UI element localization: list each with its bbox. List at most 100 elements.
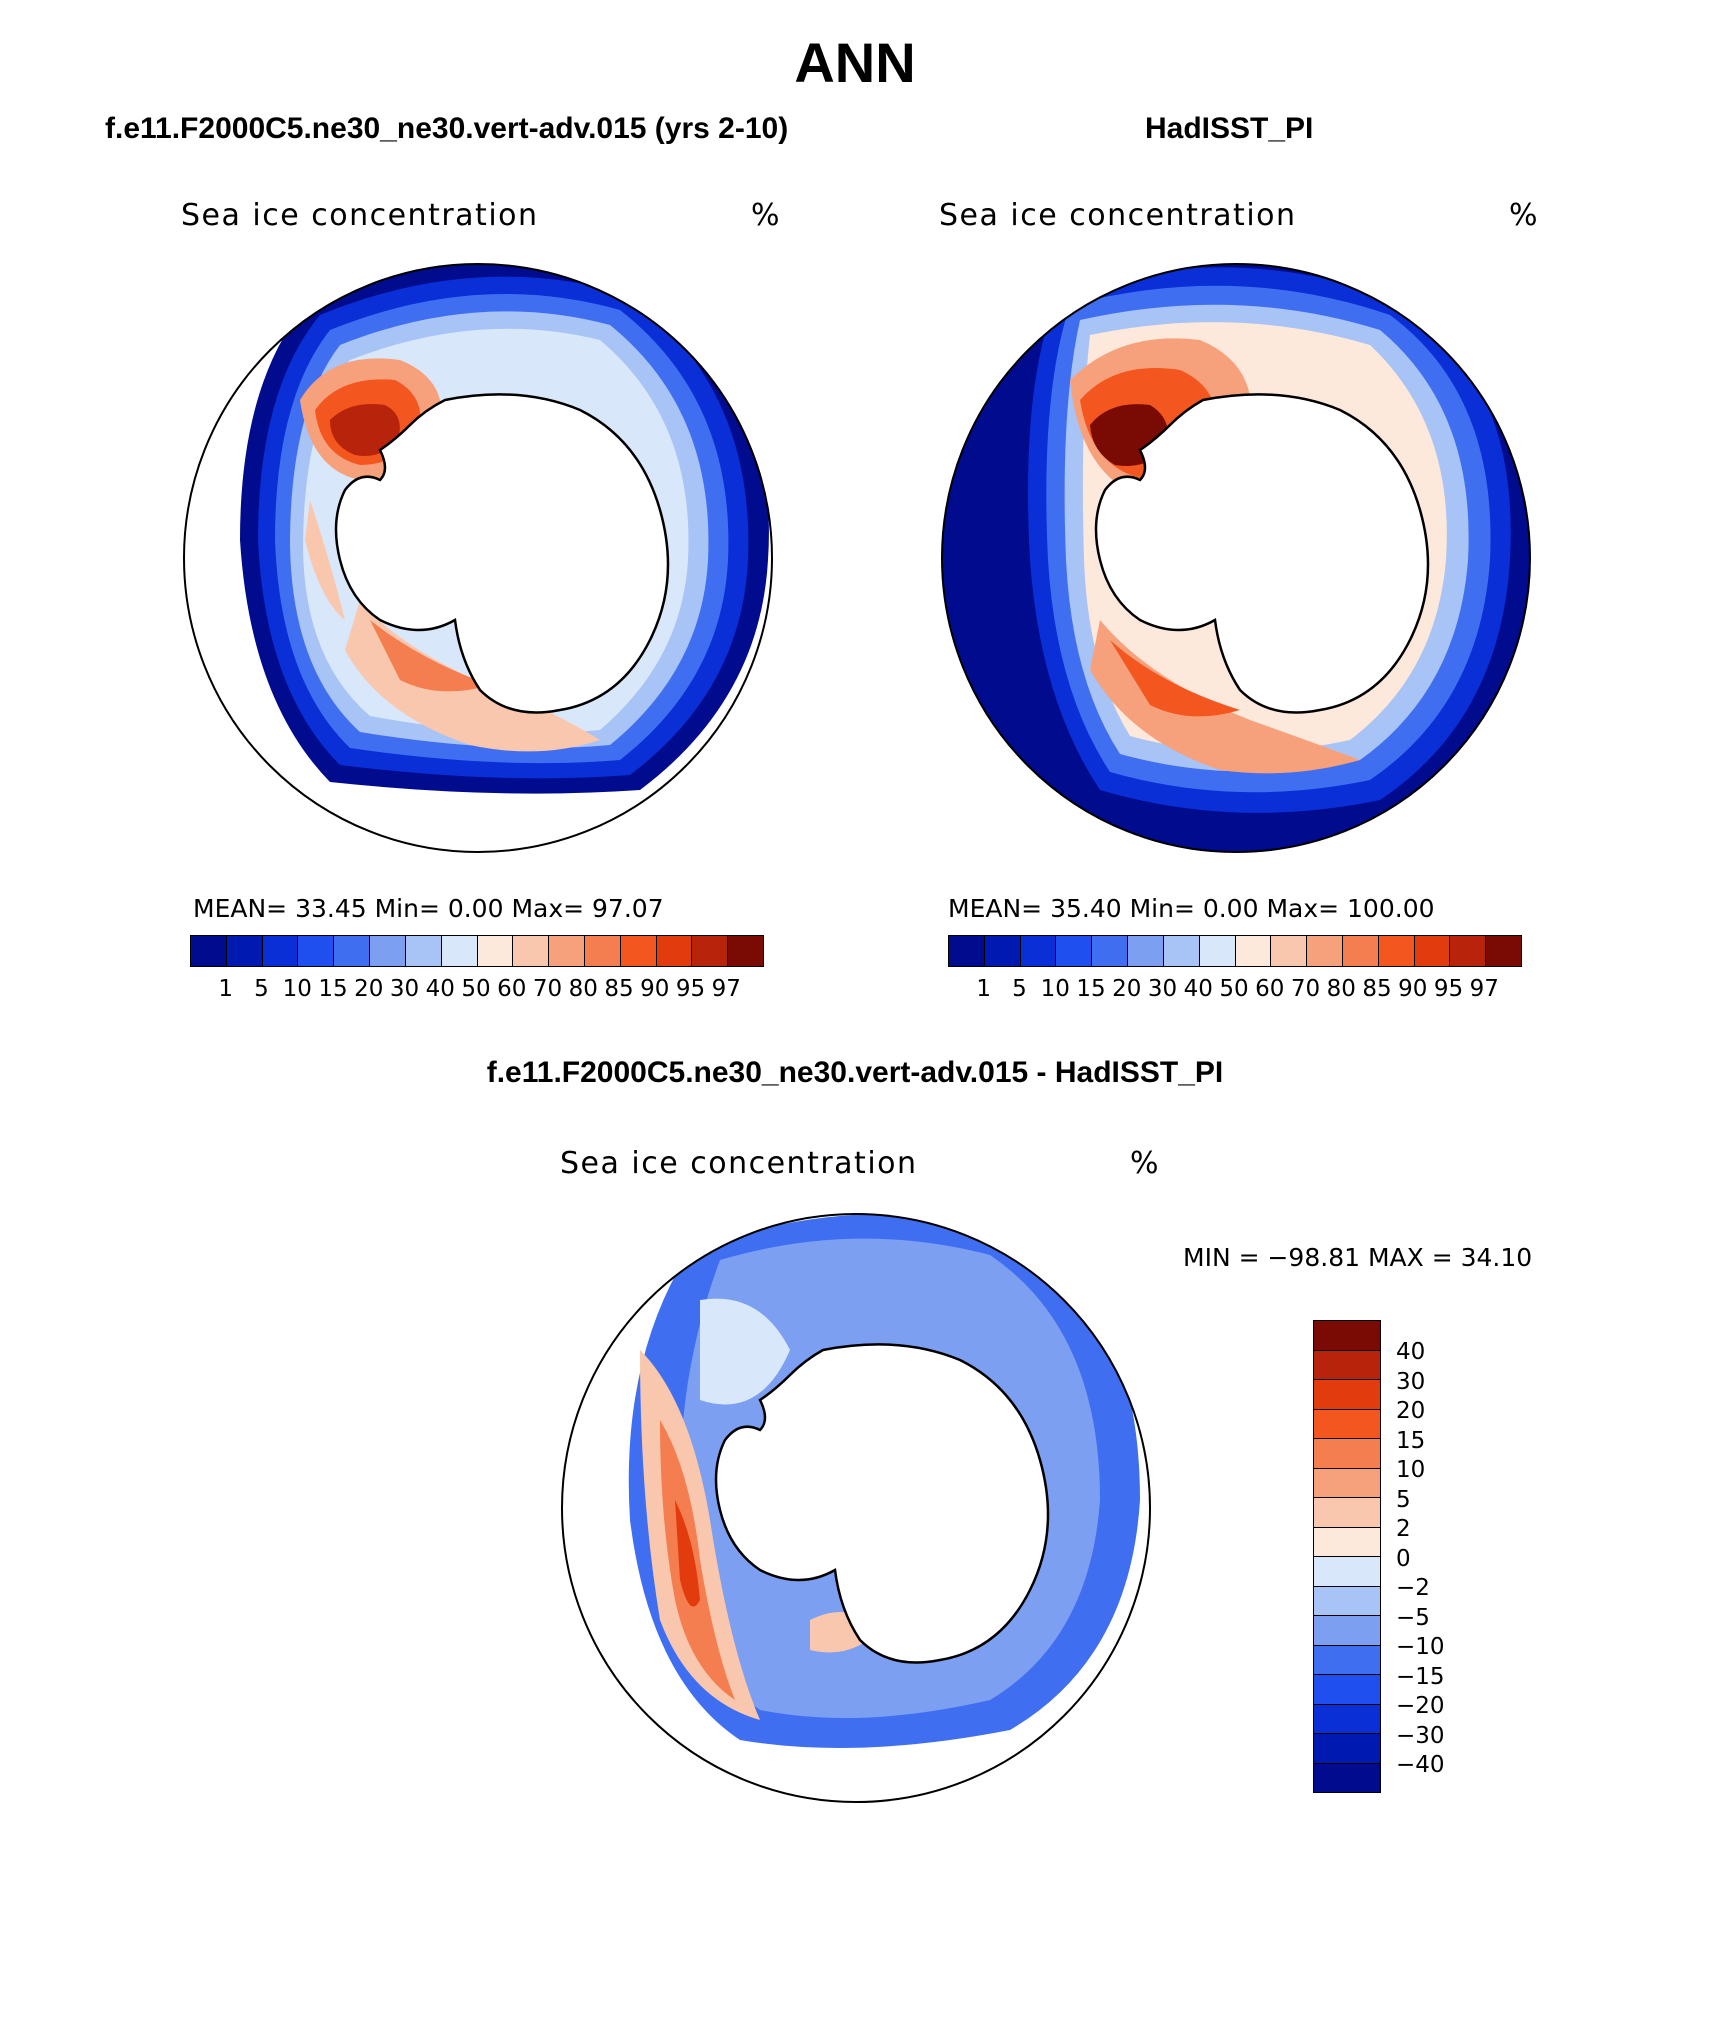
obs-colorbar-tick-6: 40	[1183, 976, 1213, 1002]
model-colorbar-swatch-7	[441, 936, 478, 966]
obs-unit: %	[1509, 198, 1538, 233]
diff-colorbar-tick-12: −20	[1396, 1693, 1445, 1719]
model-colorbar-tick-6: 40	[425, 976, 455, 1002]
model-colorbar-swatch-2	[262, 936, 299, 966]
model-colorbar-tick-9: 70	[532, 976, 563, 1002]
model-colorbar-swatch-9	[513, 936, 550, 966]
obs-colorbar-swatch-7	[1199, 936, 1236, 966]
model-colorbar-swatch-1	[226, 936, 263, 966]
model-colorbar-swatch-5	[370, 936, 406, 966]
model-colorbar-ticks: 1 5 10 15 20 30 40 50 60 70 80 85 90 95 97	[190, 976, 762, 1002]
obs-map-border	[941, 263, 1531, 853]
model-colorbar-swatch-10	[549, 936, 585, 966]
obs-colorbar-tick-1: 5	[1012, 976, 1027, 1002]
obs-colorbar-tick-10: 80	[1326, 976, 1356, 1002]
model-colorbar-tick-7: 50	[461, 976, 491, 1002]
diff-colorbar-swatch-15	[1314, 1763, 1380, 1792]
obs-colorbar-swatch-12	[1378, 936, 1415, 966]
model-colorbar-tick-12: 90	[640, 976, 670, 1002]
model-colorbar-swatch-4	[334, 936, 371, 966]
obs-colorbar-swatch-1	[984, 936, 1021, 966]
diff-colorbar-tick-9: −5	[1396, 1604, 1430, 1631]
model-colorbar-swatch-3	[298, 936, 335, 966]
model-colorbar-tick-8: 60	[497, 976, 527, 1002]
model-colorbar-tick-0: 1	[218, 976, 234, 1002]
model-colorbar-tick-4: 20	[354, 976, 384, 1002]
model-map-border	[183, 263, 773, 853]
obs-colorbar-tick-9: 70	[1290, 976, 1321, 1002]
diff-colorbar-tick-14: −40	[1396, 1752, 1445, 1778]
model-colorbar-swatch-13	[656, 936, 693, 966]
obs-colorbar-swatch-2	[1020, 936, 1057, 966]
model-colorbar-tick-5: 30	[389, 976, 420, 1002]
diff-colorbar-swatch-6	[1314, 1498, 1380, 1528]
diff-colorbar-tick-6: 2	[1396, 1516, 1411, 1542]
model-subtitle: f.e11.F2000C5.ne30_ne30.vert-adv.015 (yr…	[105, 112, 789, 145]
diff-colorbar-tick-1: 30	[1396, 1368, 1426, 1395]
model-colorbar-swatch-6	[405, 936, 442, 966]
diff-colorbar-tick-13: −30	[1396, 1722, 1445, 1749]
obs-colorbar-swatch-9	[1271, 936, 1308, 966]
obs-subtitle: HadISST_PI	[1145, 112, 1314, 145]
model-colorbar-tick-13: 95	[675, 976, 706, 1002]
diff-colorbar-swatch-3	[1314, 1409, 1380, 1439]
obs-panel-label: Sea ice concentration	[939, 198, 1297, 233]
obs-colorbar-tick-2: 10	[1040, 976, 1070, 1002]
diff-colorbar-tick-11: −15	[1396, 1663, 1445, 1690]
obs-colorbar-swatch-8	[1235, 936, 1272, 966]
obs-colorbar-tick-7: 50	[1219, 976, 1249, 1002]
obs-colorbar-swatch-10	[1307, 936, 1343, 966]
model-unit: %	[751, 198, 780, 233]
diff-sea-ice-map	[562, 1214, 1150, 1802]
model-colorbar-tick-3: 15	[318, 976, 348, 1002]
diff-colorbar-swatch-12	[1314, 1675, 1380, 1705]
obs-colorbar-swatch-5	[1128, 936, 1164, 966]
model-colorbar-swatch-8	[477, 936, 514, 966]
obs-colorbar-tick-14: 97	[1469, 976, 1499, 1002]
obs-colorbar	[948, 935, 1522, 967]
model-colorbar-swatch-15	[728, 936, 763, 966]
diff-colorbar-tick-0: 40	[1396, 1339, 1426, 1365]
diff-colorbar-swatch-4	[1314, 1439, 1380, 1469]
obs-colorbar-ticks: 1 5 10 15 20 30 40 50 60 70 80 85 90 95 97	[948, 976, 1520, 1002]
diff-colorbar-swatch-13	[1314, 1704, 1380, 1734]
diff-colorbar-swatch-9	[1314, 1586, 1380, 1616]
diff-colorbar-swatch-5	[1314, 1468, 1380, 1498]
obs-colorbar-swatch-0	[949, 936, 985, 966]
model-colorbar-tick-2: 10	[282, 976, 312, 1002]
diff-colorbar-swatch-7	[1314, 1527, 1380, 1557]
obs-colorbar-swatch-13	[1414, 936, 1451, 966]
obs-sea-ice-map	[942, 264, 1530, 852]
diff-colorbar-tick-7: 0	[1396, 1545, 1411, 1572]
model-colorbar	[190, 935, 764, 967]
diff-colorbar-swatch-14	[1314, 1734, 1380, 1764]
model-colorbar-swatch-14	[692, 936, 729, 966]
model-colorbar-swatch-0	[191, 936, 227, 966]
diff-panel-label: Sea ice concentration	[560, 1146, 918, 1181]
obs-colorbar-swatch-3	[1056, 936, 1093, 966]
obs-colorbar-tick-11: 85	[1362, 976, 1392, 1002]
model-colorbar-tick-14: 97	[711, 976, 741, 1002]
obs-colorbar-tick-13: 95	[1433, 976, 1464, 1002]
obs-colorbar-swatch-15	[1486, 936, 1521, 966]
diff-stats: MIN = −98.81 MAX = 34.10	[1183, 1243, 1533, 1272]
model-colorbar-tick-1: 5	[254, 976, 269, 1002]
diff-colorbar-swatch-2	[1314, 1380, 1380, 1410]
diff-colorbar-swatch-1	[1314, 1350, 1380, 1380]
obs-colorbar-tick-12: 90	[1398, 976, 1428, 1002]
obs-colorbar-swatch-11	[1342, 936, 1379, 966]
obs-stats: MEAN= 35.40 Min= 0.00 Max= 100.00	[948, 894, 1435, 923]
diff-colorbar-swatch-0	[1314, 1321, 1380, 1351]
diff-colorbar-tick-5: 5	[1396, 1486, 1411, 1513]
model-panel-label: Sea ice concentration	[181, 198, 539, 233]
figure-title: ANN	[794, 31, 916, 94]
model-colorbar-tick-11: 85	[604, 976, 634, 1002]
obs-colorbar-swatch-14	[1450, 936, 1487, 966]
obs-colorbar-tick-0: 1	[976, 976, 992, 1002]
obs-colorbar-tick-4: 20	[1112, 976, 1142, 1002]
model-colorbar-swatch-11	[584, 936, 621, 966]
diff-colorbar-tick-4: 10	[1396, 1457, 1426, 1483]
diff-map-border	[561, 1213, 1151, 1803]
obs-colorbar-swatch-6	[1163, 936, 1200, 966]
